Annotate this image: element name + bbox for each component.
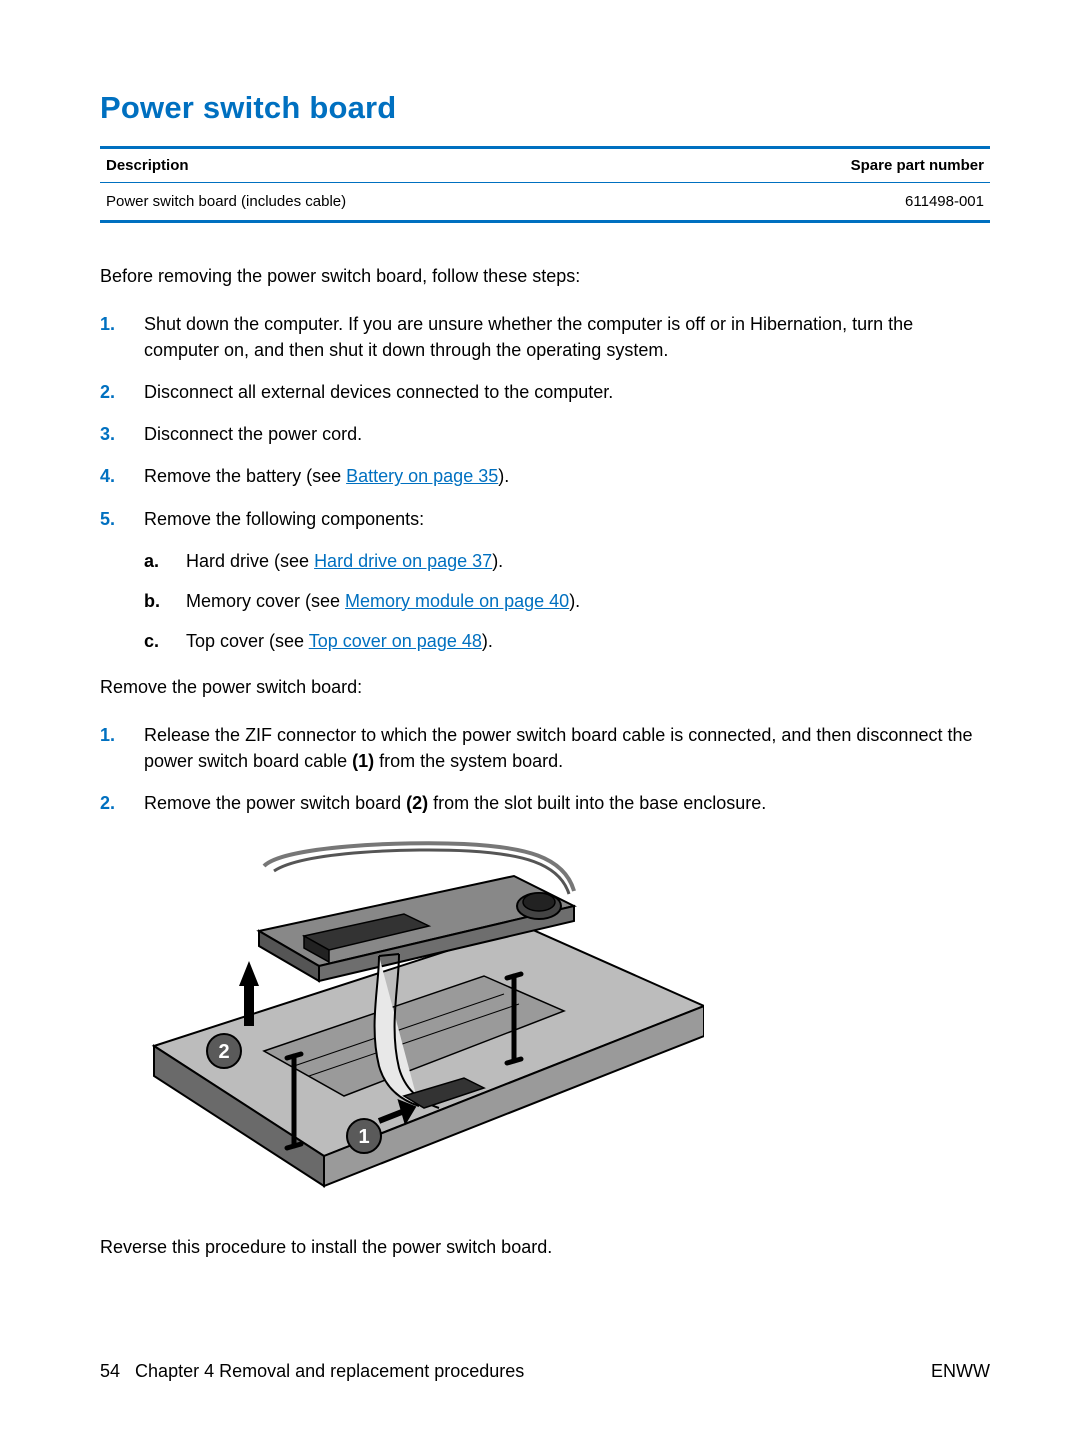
text: Remove the battery (see xyxy=(144,466,346,486)
footer-right: ENWW xyxy=(931,1361,990,1382)
footer-page-number: 54 xyxy=(100,1361,120,1381)
xref-battery-link[interactable]: Battery on page 35 xyxy=(346,466,498,486)
closing-text: Reverse this procedure to install the po… xyxy=(100,1234,990,1260)
table-cell-partnumber: 611498-001 xyxy=(665,183,991,222)
parts-table: Description Spare part number Power swit… xyxy=(100,146,990,223)
list-item: Remove the power switch board (2) from t… xyxy=(100,790,990,816)
list-item: Shut down the computer. If you are unsur… xyxy=(100,311,990,363)
text: ). xyxy=(482,631,493,651)
page-footer: 54 Chapter 4 Removal and replacement pro… xyxy=(100,1361,990,1382)
text: Top cover (see xyxy=(186,631,309,651)
text: ). xyxy=(492,551,503,571)
text: ). xyxy=(569,591,580,611)
list-item: Hard drive (see Hard drive on page 37). xyxy=(144,548,990,574)
figure-callout-1: 1 xyxy=(358,1126,369,1148)
figure-callout-2: 2 xyxy=(218,1041,229,1063)
text: Hard drive (see xyxy=(186,551,314,571)
illustration-figure: 2 1 xyxy=(144,836,990,1206)
section-heading: Power switch board xyxy=(100,90,990,126)
prerequisite-steps-list: Shut down the computer. If you are unsur… xyxy=(100,311,990,654)
list-item: Top cover (see Top cover on page 48). xyxy=(144,628,990,654)
text: from the slot built into the base enclos… xyxy=(428,793,766,813)
list-item: Remove the following components: Hard dr… xyxy=(100,506,990,654)
table-header-partnumber: Spare part number xyxy=(665,148,991,183)
xref-memory-link[interactable]: Memory module on page 40 xyxy=(345,591,569,611)
text: from the system board. xyxy=(374,751,563,771)
text: Remove the power switch board xyxy=(144,793,406,813)
callout-ref: (1) xyxy=(352,751,374,771)
removal-steps-list: Release the ZIF connector to which the p… xyxy=(100,722,990,816)
intro-text-1: Before removing the power switch board, … xyxy=(100,263,990,289)
footer-chapter: Chapter 4 Removal and replacement proced… xyxy=(135,1361,524,1381)
table-row: Power switch board (includes cable) 6114… xyxy=(100,183,990,222)
list-item: Memory cover (see Memory module on page … xyxy=(144,588,990,614)
list-item: Disconnect all external devices connecte… xyxy=(100,379,990,405)
list-item: Disconnect the power cord. xyxy=(100,421,990,447)
xref-topcover-link[interactable]: Top cover on page 48 xyxy=(309,631,482,651)
text: Remove the following components: xyxy=(144,509,424,529)
xref-harddrive-link[interactable]: Hard drive on page 37 xyxy=(314,551,492,571)
table-header-description: Description xyxy=(100,148,665,183)
text: ). xyxy=(498,466,509,486)
text: Memory cover (see xyxy=(186,591,345,611)
table-cell-description: Power switch board (includes cable) xyxy=(100,183,665,222)
callout-ref: (2) xyxy=(406,793,428,813)
intro-text-2: Remove the power switch board: xyxy=(100,674,990,700)
list-item: Remove the battery (see Battery on page … xyxy=(100,463,990,489)
list-item: Release the ZIF connector to which the p… xyxy=(100,722,990,774)
sub-steps-list: Hard drive (see Hard drive on page 37). … xyxy=(144,548,990,654)
